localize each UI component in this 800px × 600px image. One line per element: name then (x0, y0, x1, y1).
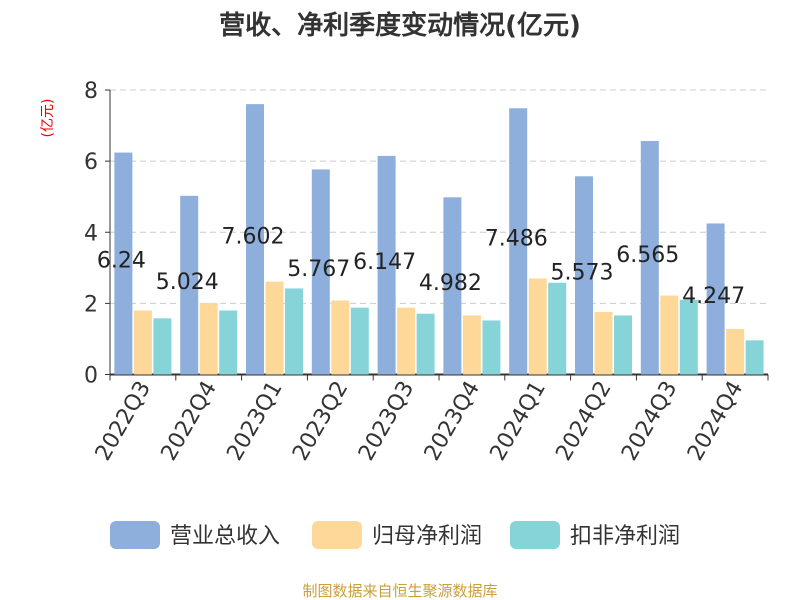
data-label: 5.024 (156, 270, 219, 295)
bar-2 (745, 340, 764, 375)
data-label: 4.982 (419, 271, 482, 296)
legend-label: 扣非净利润 (570, 524, 680, 549)
bar-1 (726, 328, 745, 375)
bar-2 (614, 315, 632, 375)
bar-0 (114, 152, 133, 375)
data-label: 5.573 (551, 260, 614, 285)
chart-title: 营收、净利季度变动情况(亿元) (219, 10, 581, 41)
bar-1 (199, 303, 218, 375)
bar-0 (640, 141, 659, 375)
y-tick-label: 0 (84, 364, 98, 389)
x-tick-label: 2024Q2 (551, 377, 616, 465)
bar-1 (397, 307, 416, 375)
x-tick-label: 2023Q3 (354, 377, 419, 465)
bar-0 (311, 169, 330, 375)
x-tick-label: 2023Q1 (222, 377, 287, 465)
x-tick-label: 2023Q2 (288, 377, 353, 465)
bar-2 (548, 282, 567, 375)
bar-2 (482, 320, 501, 375)
bar-2 (679, 299, 698, 375)
legend-swatch (110, 521, 160, 549)
bar-1 (660, 295, 679, 375)
data-label: 6.147 (353, 250, 416, 275)
bar-1 (331, 300, 350, 375)
x-tick-label: 2022Q4 (157, 377, 222, 465)
data-label: 7.602 (222, 224, 285, 249)
footer-source: 制图数据来自恒生聚源数据库 (302, 582, 497, 600)
data-label: 5.767 (287, 257, 350, 282)
legend-swatch (510, 521, 560, 549)
y-tick-label: 6 (84, 150, 98, 175)
data-label: 6.565 (616, 243, 679, 268)
bar-1 (528, 278, 547, 375)
bar-2 (350, 307, 369, 375)
bar-0 (706, 223, 725, 375)
data-label: 7.486 (485, 226, 548, 251)
x-tick-label: 2024Q4 (683, 377, 748, 465)
x-tick-label: 2024Q1 (486, 377, 551, 465)
x-tick-label: 2022Q3 (91, 377, 156, 465)
data-label: 4.247 (682, 284, 745, 309)
bar-1 (133, 310, 152, 375)
bar-0 (377, 155, 396, 375)
bar-1 (265, 281, 284, 375)
x-tick-label: 2024Q3 (617, 377, 682, 465)
bar-1 (594, 311, 613, 375)
bar-2 (153, 318, 172, 375)
legend-label: 归母净利润 (372, 524, 482, 549)
bar-0 (180, 195, 199, 375)
y-tick-label: 8 (84, 79, 98, 104)
data-label: 6.24 (97, 249, 146, 274)
legend-swatch (312, 521, 362, 549)
legend-label: 营业总收入 (170, 524, 280, 549)
bar-1 (462, 315, 481, 375)
y-tick-label: 2 (84, 292, 98, 317)
y-tick-label: 4 (84, 221, 98, 246)
bar-0 (575, 176, 593, 375)
x-tick-label: 2023Q4 (420, 377, 485, 465)
bar-2 (416, 313, 435, 375)
bar-0 (443, 197, 462, 375)
bar-2 (219, 310, 238, 375)
bar-0 (246, 104, 264, 375)
bar-0 (509, 108, 528, 375)
y-axis-label: (亿元) (40, 99, 56, 138)
bar-2 (285, 288, 303, 375)
